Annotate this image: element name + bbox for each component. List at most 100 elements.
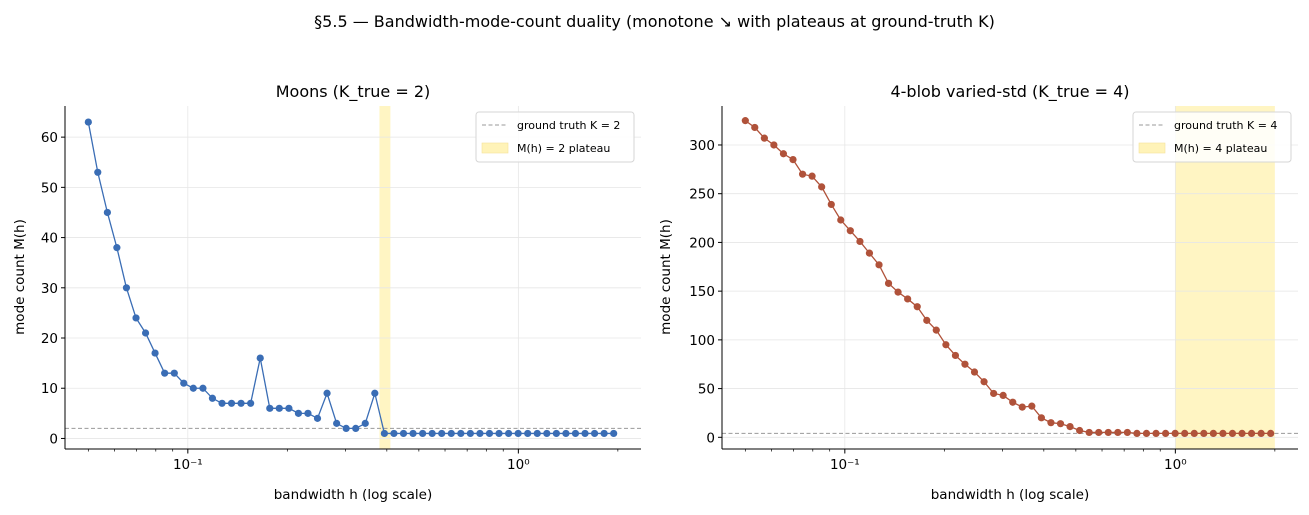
blobs-data-point bbox=[1066, 422, 1074, 431]
blobs-data-point bbox=[1123, 428, 1131, 437]
moons-data-point bbox=[610, 429, 618, 438]
moons-data-point bbox=[151, 349, 159, 357]
blobs-y-tick-label: 300 bbox=[689, 138, 715, 154]
moons-data-point bbox=[189, 384, 197, 392]
blobs-data-point bbox=[1085, 428, 1093, 437]
blobs-x-tick-label: 10⁰ bbox=[1164, 457, 1187, 473]
moons-data-point bbox=[227, 399, 236, 407]
blobs-data-point bbox=[951, 351, 960, 360]
moons-data-point bbox=[380, 429, 388, 438]
blobs-y-tick-label: 50 bbox=[698, 382, 715, 398]
blobs-data-point bbox=[760, 134, 768, 142]
moons-data-point bbox=[199, 384, 207, 392]
moons-data-point bbox=[562, 429, 570, 438]
blobs-legend-entry-plateau: M(h) = 4 plateau bbox=[1174, 142, 1267, 155]
moons-data-point bbox=[428, 429, 436, 438]
moons-data-point bbox=[514, 429, 522, 438]
blobs-legend-entry-truth: ground truth K = 4 bbox=[1174, 119, 1277, 132]
blobs-data-point bbox=[1114, 428, 1122, 437]
moons-data-point bbox=[447, 429, 455, 438]
moons-x-tick-label: 10⁰ bbox=[507, 457, 530, 473]
blobs-data-point bbox=[1133, 429, 1141, 438]
blobs-data-point bbox=[789, 155, 797, 164]
moons-data-point bbox=[495, 429, 503, 438]
blobs-data-point bbox=[1009, 398, 1017, 406]
moons-data-point bbox=[485, 429, 494, 438]
moons-data-point bbox=[247, 399, 255, 407]
blobs-title: 4-blob varied-std (K_true = 4) bbox=[890, 82, 1129, 102]
blobs-y-axis-label: mode count M(h) bbox=[658, 219, 674, 335]
blobs-data-point bbox=[1247, 429, 1256, 438]
blobs-data-point bbox=[875, 261, 883, 269]
moons-data-point bbox=[141, 329, 150, 337]
blobs-data-point bbox=[846, 227, 854, 235]
moons-y-tick-label: 20 bbox=[41, 331, 58, 347]
moons-title: Moons (K_true = 2) bbox=[276, 82, 431, 102]
blobs-data-point bbox=[856, 237, 864, 246]
moons-data-point bbox=[438, 429, 446, 438]
moons-y-tick-label: 60 bbox=[41, 130, 58, 146]
blobs-plateau-band bbox=[1175, 106, 1275, 449]
blobs-data-point bbox=[942, 341, 950, 349]
blobs-y-tick-label: 200 bbox=[689, 235, 715, 251]
blobs-data-point bbox=[1219, 429, 1227, 438]
blobs-data-point bbox=[1076, 426, 1084, 435]
blobs-data-point bbox=[808, 172, 816, 180]
blobs-data-point bbox=[932, 326, 940, 334]
blobs-y-tick-label: 0 bbox=[706, 430, 715, 446]
moons-data-point bbox=[218, 399, 226, 407]
moons-data-point bbox=[552, 429, 560, 438]
moons-data-point bbox=[333, 419, 341, 427]
blobs-data-point bbox=[837, 216, 845, 224]
moons-data-point bbox=[352, 424, 360, 433]
moons-data-point bbox=[122, 284, 131, 292]
moons-data-point bbox=[543, 429, 551, 438]
moons-data-point bbox=[313, 414, 322, 422]
blobs-data-point bbox=[1104, 428, 1112, 437]
moons-legend-entry-plateau: M(h) = 2 plateau bbox=[517, 142, 610, 155]
moons-data-point bbox=[571, 429, 580, 438]
blobs-data-point bbox=[913, 303, 921, 311]
moons-y-tick-label: 50 bbox=[41, 180, 58, 196]
moons-data-point bbox=[361, 419, 369, 427]
moons-data-point bbox=[590, 429, 599, 438]
moons-plateau-band bbox=[379, 106, 391, 449]
blobs-x-axis-label: bandwidth h (log scale) bbox=[931, 487, 1090, 503]
blobs-data-point bbox=[884, 279, 893, 287]
blobs-data-point bbox=[980, 378, 988, 386]
blobs-data-point bbox=[751, 123, 759, 132]
moons-data-point bbox=[180, 379, 188, 387]
moons-data-point bbox=[161, 369, 169, 377]
blobs-data-point bbox=[770, 141, 778, 149]
blobs-legend-band-swatch bbox=[1138, 142, 1166, 154]
moons-data-point bbox=[399, 429, 408, 438]
moons-data-point bbox=[504, 429, 513, 438]
blobs-data-point bbox=[827, 200, 835, 209]
blobs-y-tick-label: 100 bbox=[689, 333, 715, 349]
blobs-data-point bbox=[894, 288, 902, 296]
moons-data-point bbox=[466, 429, 474, 438]
moons-data-point bbox=[409, 429, 417, 438]
blobs-data-point bbox=[818, 183, 826, 191]
blobs-x-tick-label: 10⁻¹ bbox=[830, 457, 860, 473]
blobs-data-point bbox=[1161, 429, 1170, 438]
blobs-data-point bbox=[990, 389, 998, 398]
blobs-data-point bbox=[1200, 429, 1208, 438]
blobs-legend-box bbox=[1132, 111, 1292, 163]
moons-x-tick-label: 10⁻¹ bbox=[173, 457, 203, 473]
moons-legend-band-swatch bbox=[481, 142, 509, 154]
blobs-data-point bbox=[1171, 429, 1179, 438]
moons-data-point bbox=[103, 208, 111, 217]
blobs-y-tick-label: 250 bbox=[689, 187, 715, 203]
moons-data-point bbox=[113, 244, 121, 252]
moons-y-tick-label: 30 bbox=[41, 281, 58, 297]
moons-data-point bbox=[94, 168, 102, 176]
blobs-data-point bbox=[1181, 429, 1189, 438]
blobs-data-point bbox=[1018, 403, 1026, 411]
blobs-y-tick-label: 150 bbox=[689, 284, 715, 300]
moons-data-point bbox=[132, 314, 140, 322]
moons-data-point bbox=[237, 399, 245, 407]
moons-legend-entry-truth: ground truth K = 2 bbox=[517, 119, 620, 132]
blobs-data-point bbox=[1047, 419, 1055, 427]
blobs-data-point bbox=[970, 368, 979, 376]
